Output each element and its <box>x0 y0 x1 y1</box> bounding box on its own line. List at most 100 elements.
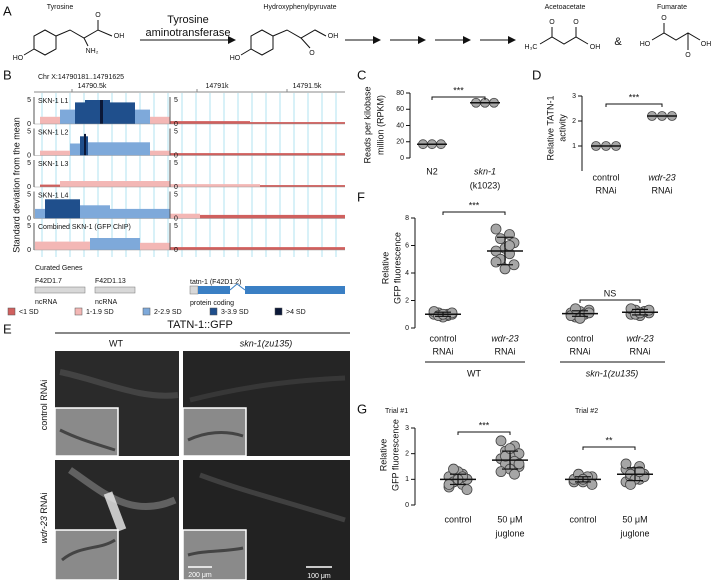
gene-name: F42D1.13 <box>95 278 126 285</box>
data-point <box>495 466 507 478</box>
data-point <box>448 463 459 475</box>
track-tick-label: 0 <box>174 184 178 191</box>
x-tick-label: N2 <box>426 166 438 176</box>
atom: HO <box>640 41 651 48</box>
y-axis-label: Reads per kilobase <box>362 86 372 163</box>
scale-label: 100 μm <box>307 573 331 580</box>
x-tick-label: control <box>569 514 596 524</box>
data-point <box>495 233 506 245</box>
x-tick-label: RNAi <box>629 346 650 356</box>
track-tick-label: 5 <box>174 160 178 167</box>
legend-label: 2-2.9 SD <box>154 309 182 316</box>
compound-name: Hydroxyphenylpyruvate <box>263 4 336 11</box>
column-label: skn-1(zu135) <box>240 338 293 348</box>
track-tick-label: 0 <box>174 152 178 159</box>
enzyme: Tyrosine <box>167 14 209 26</box>
coverage <box>80 205 110 219</box>
significance-bracket <box>442 211 506 215</box>
legend-swatch <box>274 307 283 316</box>
worm <box>68 467 177 511</box>
compound-name: Acetoacetate <box>545 4 586 11</box>
x-tick-label: RNAi <box>595 185 616 195</box>
bond <box>300 37 311 49</box>
track-tick-label: 0 <box>174 121 178 128</box>
x-tick-label: RNAi <box>432 346 453 356</box>
atom: HO <box>230 55 241 62</box>
significance-label: *** <box>453 85 464 95</box>
atom: OH <box>328 33 339 40</box>
coverage <box>45 199 80 219</box>
y-tick-label: 2 <box>405 451 409 458</box>
panel-label: C <box>357 67 366 82</box>
gene-type: ncRNA <box>35 299 58 306</box>
legend-label: 1-1.9 SD <box>86 309 114 316</box>
bond <box>83 37 89 47</box>
panel-title: TATN-1::GFP <box>167 319 233 331</box>
worm <box>187 431 244 442</box>
track-tick-label: 5 <box>27 97 31 104</box>
data-point <box>499 263 511 275</box>
y-tick-label: 60 <box>396 106 404 113</box>
track-tick-label: 5 <box>27 128 31 135</box>
group-label: WT <box>467 368 481 378</box>
row-label: wdr-23 RNAi <box>39 493 49 544</box>
gene-name: F42D1.7 <box>35 278 62 285</box>
y-axis-label: Relative <box>380 252 390 285</box>
coverage <box>60 181 170 187</box>
x-tick-label: RNAi <box>569 346 590 356</box>
legend-swatch <box>7 307 16 316</box>
track-tick-label: 0 <box>174 215 178 222</box>
legend-label: <1 SD <box>19 309 39 316</box>
x-tick-label: 50 μM <box>497 514 522 524</box>
row-label-part: RNAi <box>39 380 49 401</box>
coordinate-label: 14790.5k <box>78 83 107 90</box>
panel-label: A <box>3 3 12 18</box>
atom: HO <box>13 55 24 62</box>
data-point <box>513 458 525 470</box>
coverage <box>260 185 345 187</box>
y-tick-label: 6 <box>405 242 409 249</box>
track-tick-label: 0 <box>27 247 31 254</box>
coverage <box>170 213 200 219</box>
data-point <box>643 304 655 316</box>
x-tick-label: RNAi <box>494 346 515 356</box>
atom: H₃C <box>525 44 538 51</box>
y-tick-label: 80 <box>396 90 404 97</box>
data-point <box>620 458 632 470</box>
coverage <box>35 208 45 219</box>
conjunction: & <box>614 36 622 48</box>
significance-label: *** <box>479 420 490 430</box>
gene-type: ncRNA <box>95 299 118 306</box>
track-tick-label: 5 <box>174 191 178 198</box>
data-point <box>461 484 473 496</box>
y-tick-label: 40 <box>396 122 404 129</box>
track-tick-label: 0 <box>27 215 31 222</box>
coverage <box>85 100 110 124</box>
coverage <box>70 143 80 156</box>
inset <box>54 529 119 581</box>
coverage <box>150 150 170 156</box>
y-tick-label: 8 <box>405 215 409 222</box>
data-point <box>495 435 507 447</box>
coverage <box>150 116 170 124</box>
coverage <box>40 116 60 124</box>
coverage <box>170 153 345 156</box>
track-tick-label: 5 <box>174 128 178 135</box>
track-label: SKN-1 L1 <box>38 98 68 105</box>
y-axis-label: activity <box>557 114 567 142</box>
data-point <box>490 256 502 268</box>
coverage <box>88 142 150 156</box>
y-tick-label: 2 <box>572 118 576 125</box>
y-tick-label: 2 <box>405 297 409 304</box>
x-tick-label: RNAi <box>651 185 672 195</box>
track-label: SKN-1 L4 <box>38 192 68 199</box>
panel-label: E <box>3 321 12 336</box>
significance-label: ** <box>605 435 613 445</box>
data-point <box>509 468 520 480</box>
significance-label: *** <box>469 200 480 210</box>
panel-label: G <box>357 401 367 416</box>
coverage <box>60 109 75 124</box>
atom: OH <box>701 41 712 48</box>
